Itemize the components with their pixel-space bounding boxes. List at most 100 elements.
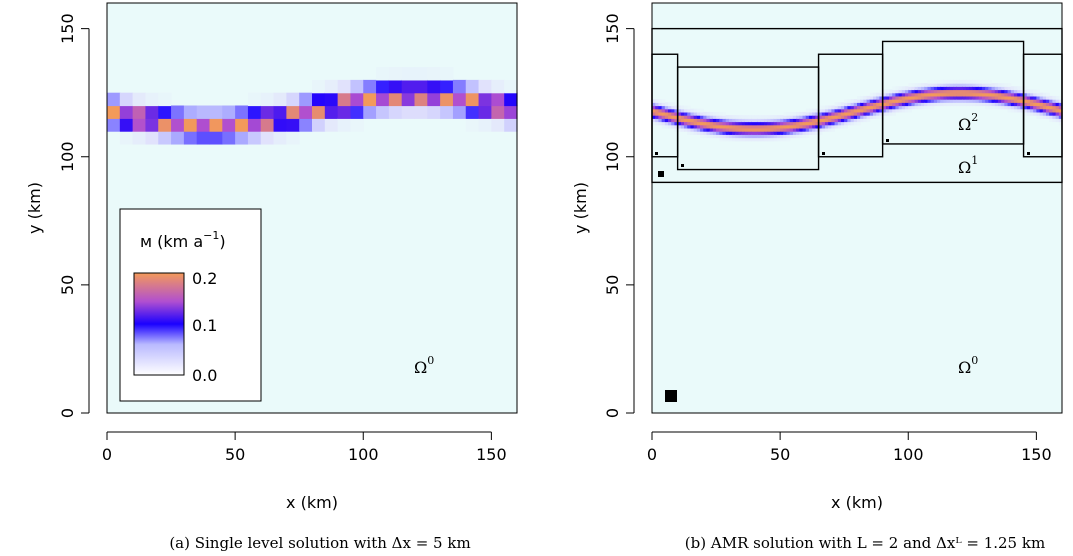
heatmap-cell	[927, 89, 932, 94]
heatmap-cell	[652, 102, 656, 107]
heatmap-cell	[1017, 108, 1021, 113]
heatmap-cell	[962, 95, 967, 100]
heatmap-cell	[991, 105, 996, 110]
heatmap-cell	[799, 115, 804, 119]
y-tick-label: 50	[58, 275, 77, 295]
heatmap-cell	[834, 111, 839, 116]
heatmap-cell	[1058, 108, 1063, 113]
heatmap-cell	[969, 102, 973, 107]
heatmap-cell	[873, 99, 877, 103]
heatmap-cell	[674, 105, 679, 110]
heatmap-cell	[709, 124, 714, 129]
heatmap-cell	[706, 121, 711, 126]
heatmap-cell	[937, 83, 941, 87]
heatmap-cell	[969, 95, 973, 100]
heatmap-cell	[722, 118, 727, 123]
heatmap-cell	[866, 118, 871, 123]
heatmap-cell	[719, 121, 724, 126]
heatmap-cell	[921, 86, 925, 91]
x-tick-label: 100	[348, 445, 379, 464]
heatmap-cell	[965, 89, 970, 94]
heatmap-cell	[988, 86, 993, 91]
heatmap-cell	[725, 124, 730, 129]
heatmap-cell	[965, 92, 970, 97]
heatmap-cell	[930, 79, 935, 84]
heatmap-cell	[696, 131, 701, 135]
heatmap-cell	[235, 118, 249, 132]
heatmap-cell	[107, 118, 121, 132]
heatmap-cell	[885, 105, 890, 110]
heatmap-cell	[840, 118, 845, 123]
heatmap-cell	[719, 124, 724, 129]
heatmap-cell	[831, 121, 836, 126]
heatmap-cell	[975, 95, 980, 100]
heatmap-cell	[953, 95, 957, 100]
heatmap-cell	[873, 92, 877, 97]
heatmap-cell	[337, 105, 352, 119]
heatmap-cell	[988, 102, 993, 107]
heatmap-cell	[975, 99, 980, 103]
heatmap-cell	[773, 118, 778, 123]
heatmap-cell	[911, 92, 916, 97]
heatmap-cell	[930, 89, 935, 94]
heatmap-cell	[927, 86, 932, 91]
heatmap-cell	[776, 115, 781, 119]
heatmap-cell	[770, 121, 775, 126]
heatmap-cell	[831, 108, 836, 113]
heatmap-cell	[655, 99, 659, 103]
heatmap-cell	[158, 118, 172, 132]
heatmap-cell	[847, 99, 852, 103]
heatmap-cell	[975, 92, 980, 97]
heatmap-cell	[732, 118, 736, 123]
heatmap-cell	[927, 105, 932, 110]
heatmap-cell	[1023, 99, 1028, 103]
heatmap-cell	[738, 121, 743, 126]
heatmap-cell	[901, 89, 906, 94]
heatmap-cell	[770, 134, 775, 139]
heatmap-cell	[847, 118, 852, 123]
heatmap-cell	[889, 89, 893, 94]
heatmap-cell	[780, 134, 784, 139]
heatmap-cell	[965, 102, 970, 107]
heatmap-cell	[119, 92, 134, 107]
heatmap-cell	[1045, 111, 1050, 116]
heatmap-cell	[917, 95, 922, 100]
heatmap-cell	[1026, 92, 1031, 97]
heatmap-cell	[879, 111, 884, 116]
panel-a-omega0-label: Ω0	[414, 354, 434, 377]
heatmap-cell	[837, 115, 842, 119]
heatmap-cell	[824, 108, 829, 113]
heatmap-cell	[869, 95, 874, 100]
heatmap-cell	[962, 102, 967, 107]
heatmap-cell	[969, 92, 973, 97]
heatmap-cell	[866, 105, 871, 110]
heatmap-cell	[776, 118, 781, 123]
heatmap-cell	[687, 124, 692, 129]
heatmap-cell	[171, 118, 185, 132]
heatmap-cell	[1039, 99, 1044, 103]
heatmap-cell	[780, 127, 784, 132]
heatmap-cell	[802, 127, 807, 132]
heatmap-cell	[805, 111, 810, 116]
heatmap-cell	[796, 127, 800, 132]
panel-a-y-axis-label: y (km)	[25, 182, 44, 234]
heatmap-cell	[363, 92, 377, 107]
heatmap-cell	[1017, 89, 1021, 94]
heatmap-cell	[414, 92, 428, 107]
heatmap-cell	[908, 92, 913, 97]
heatmap-cell	[703, 118, 708, 123]
heatmap-cell	[674, 127, 679, 132]
heatmap-cell	[1049, 99, 1053, 103]
heatmap-cell	[860, 108, 864, 113]
panel-a-legend: м (km a−1) 0.2 0.1 0.0	[119, 208, 262, 402]
heatmap-cell	[818, 127, 823, 132]
heatmap-cell	[690, 127, 695, 132]
heatmap-cell	[260, 105, 275, 119]
heatmap-cell	[760, 124, 765, 129]
heatmap-cell	[693, 118, 698, 123]
heatmap-cell	[1045, 99, 1050, 103]
heatmap-cell	[991, 92, 996, 97]
heatmap-cell	[677, 127, 682, 132]
heatmap-cell	[857, 115, 861, 119]
heatmap-cell	[898, 108, 903, 113]
